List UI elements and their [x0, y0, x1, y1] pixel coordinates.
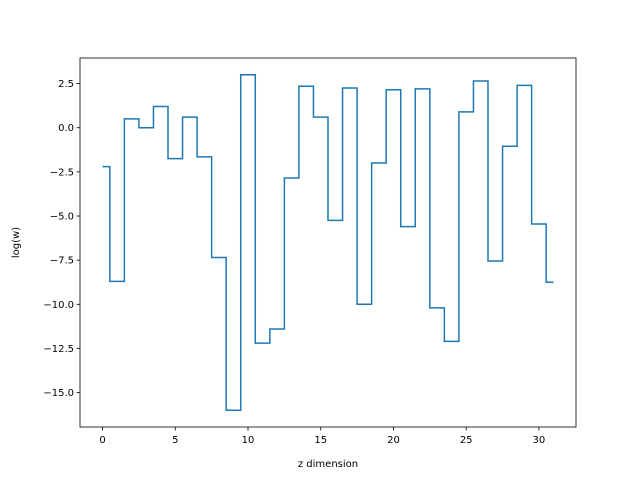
- y-tick-label: −2.5: [50, 167, 74, 178]
- y-tick-label: −15.0: [43, 388, 74, 399]
- y-tick-label: 2.5: [58, 79, 74, 90]
- series-line: [102, 74, 554, 411]
- x-tick-label: 15: [314, 435, 327, 446]
- x-tick-label: 5: [172, 435, 178, 446]
- y-tick-label: 0.0: [58, 123, 74, 134]
- x-tick-label: 0: [99, 435, 105, 446]
- y-tick-label: −12.5: [43, 344, 74, 355]
- y-tick-label: −5.0: [50, 212, 74, 223]
- x-axis-ticks: 0 5 10 15 20 25 30: [99, 427, 545, 446]
- x-tick-label: 30: [533, 435, 546, 446]
- plot-frame: [79, 57, 577, 428]
- series-layer: [102, 74, 554, 411]
- y-tick-label: −10.0: [43, 300, 74, 311]
- y-axis-label: log(w): [11, 227, 22, 258]
- y-axis-ticks: −15.0 −12.5 −10.0 −7.5 −5.0 −2.5 0.0 2.5: [43, 79, 80, 399]
- y-tick-label: −7.5: [50, 256, 74, 267]
- x-tick-label: 25: [460, 435, 473, 446]
- x-tick-label: 20: [387, 435, 400, 446]
- plot-area: [80, 58, 576, 427]
- x-axis-label: z dimension: [298, 459, 358, 470]
- x-tick-label: 10: [242, 435, 255, 446]
